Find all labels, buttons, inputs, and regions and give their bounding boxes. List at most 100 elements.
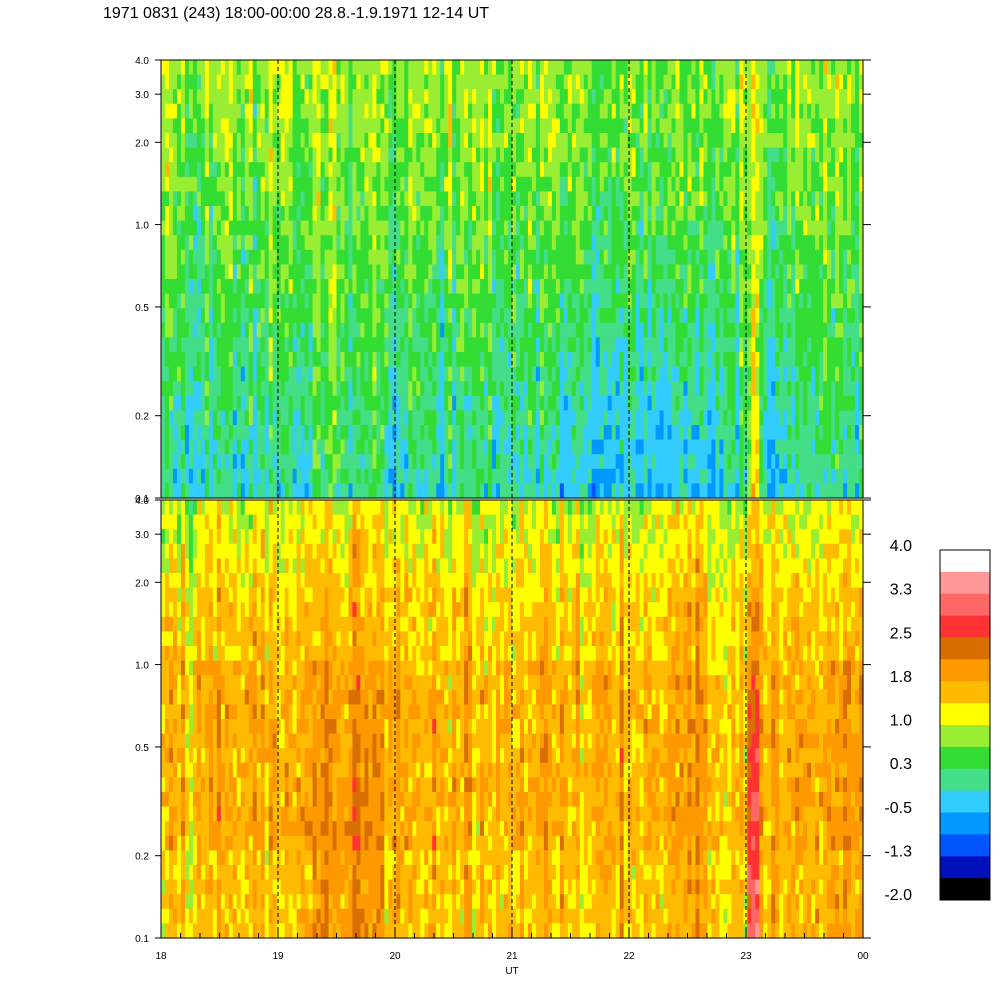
heatmap-cell: [611, 133, 617, 149]
heatmap-cell: [436, 133, 441, 149]
heatmap-cell: [384, 176, 389, 192]
heatmap-cell: [671, 395, 677, 411]
heatmap-cell: [300, 425, 306, 441]
heatmap-cell: [508, 352, 513, 368]
heatmap-cell: [396, 249, 401, 265]
heatmap-cell: [508, 366, 513, 382]
heatmap-cell: [400, 206, 405, 222]
heatmap-cell: [388, 235, 393, 251]
heatmap-cell: [799, 176, 804, 192]
heatmap-cell: [412, 249, 417, 265]
heatmap-cell: [655, 147, 661, 163]
heatmap-cell: [296, 308, 302, 324]
heatmap-cell: [172, 89, 178, 105]
heatmap-cell: [519, 206, 525, 222]
heatmap-cell: [480, 162, 485, 178]
heatmap-cell: [687, 381, 693, 397]
heatmap-cell: [567, 133, 573, 149]
heatmap-cell: [675, 191, 681, 207]
heatmap-cell: [551, 118, 557, 134]
heatmap-cell: [611, 249, 617, 265]
heatmap-cell: [440, 206, 445, 222]
heatmap-cell: [164, 410, 170, 426]
heatmap-cell: [192, 74, 198, 90]
heatmap-cell: [496, 74, 501, 90]
heatmap-cell: [208, 235, 214, 251]
heatmap-cell: [595, 133, 601, 149]
heatmap-cell: [400, 89, 405, 105]
heatmap-cell: [400, 352, 405, 368]
heatmap-cell: [476, 322, 481, 338]
heatmap-cell: [244, 366, 250, 382]
heatmap-cell: [635, 410, 641, 426]
heatmap-cell: [432, 89, 437, 105]
heatmap-cell: [555, 381, 561, 397]
heatmap-cell: [252, 483, 258, 499]
heatmap-cell: [819, 483, 824, 499]
heatmap-cell: [488, 308, 493, 324]
heatmap-cell: [663, 381, 669, 397]
heatmap-cell: [631, 454, 637, 470]
heatmap-cell: [635, 322, 641, 338]
heatmap-cell: [691, 60, 697, 76]
heatmap-cell: [192, 118, 198, 134]
heatmap-cell: [567, 322, 573, 338]
heatmap-cell: [368, 60, 373, 76]
heatmap-cell: [448, 89, 453, 105]
heatmap-cell: [288, 352, 294, 368]
heatmap-cell: [196, 454, 202, 470]
heatmap-cell: [679, 337, 685, 353]
heatmap-cell: [228, 454, 234, 470]
heatmap-cell: [719, 264, 724, 280]
heatmap-cell: [280, 176, 286, 192]
heatmap-cell: [268, 147, 274, 163]
heatmap-cell: [747, 249, 752, 265]
heatmap-cell: [735, 279, 740, 295]
heatmap-cell: [240, 410, 246, 426]
heatmap-cell: [216, 60, 222, 76]
heatmap-cell: [815, 410, 820, 426]
heatmap-cell: [332, 147, 338, 163]
heatmap-cell: [763, 249, 768, 265]
heatmap-cell: [248, 425, 254, 441]
heatmap-cell: [751, 60, 756, 76]
heatmap-cell: [759, 337, 764, 353]
heatmap-cell: [416, 162, 421, 178]
heatmap-cell: [679, 352, 685, 368]
heatmap-cell: [224, 249, 230, 265]
heatmap-cell: [280, 468, 286, 484]
heatmap-cell: [763, 133, 768, 149]
heatmap-cell: [515, 293, 521, 309]
heatmap-cell: [647, 352, 653, 368]
heatmap-cell: [755, 162, 760, 178]
heatmap-cell: [607, 206, 613, 222]
heatmap-cell: [751, 454, 756, 470]
heatmap-cell: [539, 293, 545, 309]
heatmap-cell: [452, 337, 457, 353]
heatmap-cell: [184, 439, 190, 455]
heatmap-cell: [196, 322, 202, 338]
heatmap-cell: [320, 395, 326, 411]
heatmap-cell: [492, 293, 497, 309]
heatmap-cell: [416, 235, 421, 251]
heatmap-cell: [464, 395, 469, 411]
heatmap-cell: [220, 206, 226, 222]
heatmap-cell: [360, 249, 366, 265]
heatmap-cell: [476, 147, 481, 163]
heatmap-cell: [252, 439, 258, 455]
heatmap-cell: [759, 74, 764, 90]
heatmap-cell: [456, 118, 461, 134]
heatmap-cell: [400, 308, 405, 324]
heatmap-cell: [236, 249, 242, 265]
heatmap-cell: [260, 279, 266, 295]
heatmap-cell: [184, 425, 190, 441]
heatmap-cell: [647, 103, 653, 119]
heatmap-cell: [779, 425, 784, 441]
heatmap-cell: [224, 89, 230, 105]
heatmap-cell: [468, 439, 473, 455]
heatmap-cell: [567, 483, 573, 499]
heatmap-cell: [184, 395, 190, 411]
heatmap-cell: [264, 425, 270, 441]
heatmap-cell: [623, 162, 629, 178]
heatmap-cell: [380, 425, 385, 441]
